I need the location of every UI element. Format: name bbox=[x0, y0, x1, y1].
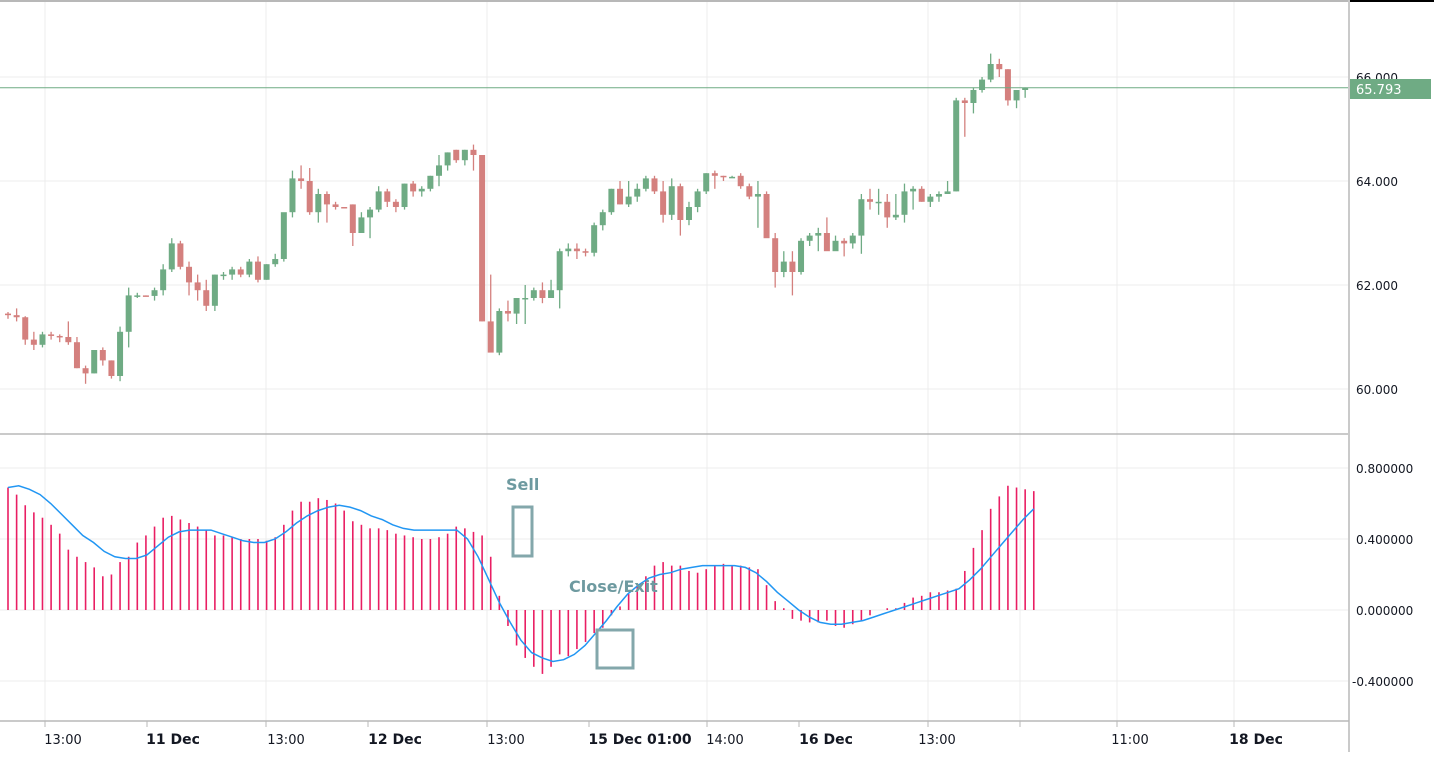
time-label: 13:00 bbox=[487, 733, 524, 748]
sell-annotation: Sell bbox=[506, 475, 539, 558]
price-tick-62: 62.000 bbox=[1356, 279, 1398, 293]
sell-label: Sell bbox=[506, 475, 539, 494]
grid-lines bbox=[0, 0, 1348, 727]
price-tick-60: 60.000 bbox=[1356, 383, 1398, 397]
price-pane-candles bbox=[5, 53, 1029, 384]
exit-annotation: Close/Exit bbox=[569, 577, 658, 670]
macd-signal-line bbox=[7, 485, 1035, 663]
macd-histogram bbox=[7, 485, 1035, 674]
close-exit-label: Close/Exit bbox=[569, 577, 658, 596]
time-label: 15 Dec 01:00 bbox=[588, 732, 691, 748]
price-tick-64: 64.000 bbox=[1356, 175, 1398, 189]
time-label: 13:00 bbox=[44, 733, 81, 748]
exit-marker-box bbox=[595, 628, 635, 670]
current-price-badge: 65.793 bbox=[1350, 79, 1431, 99]
time-label: 13:00 bbox=[267, 733, 304, 748]
macd-tick-0.4: 0.400000 bbox=[1356, 533, 1413, 547]
sell-marker-box bbox=[511, 505, 534, 558]
time-label: 14:00 bbox=[706, 733, 743, 748]
price-axis[interactable]: 66.000 64.000 62.000 60.000 bbox=[1356, 71, 1398, 397]
time-label: 18 Dec bbox=[1229, 732, 1283, 748]
macd-tick-0.8: 0.800000 bbox=[1356, 462, 1413, 476]
time-label: 11:00 bbox=[1111, 733, 1148, 748]
time-axis[interactable]: 13:00 11 Dec 13:00 12 Dec 13:00 15 Dec 01:00 1… bbox=[44, 732, 1283, 748]
time-label: 12 Dec bbox=[368, 732, 422, 748]
time-label: 16 Dec bbox=[799, 732, 853, 748]
macd-tick-0: 0.000000 bbox=[1356, 604, 1413, 618]
macd-axis[interactable]: 0.800000 0.400000 0.000000 -0.400000 bbox=[1352, 462, 1414, 689]
time-label: 13:00 bbox=[918, 733, 955, 748]
macd-tick-neg0.4: -0.400000 bbox=[1352, 675, 1414, 689]
time-label: 11 Dec bbox=[146, 732, 200, 748]
current-price-label: 65.793 bbox=[1356, 83, 1402, 98]
